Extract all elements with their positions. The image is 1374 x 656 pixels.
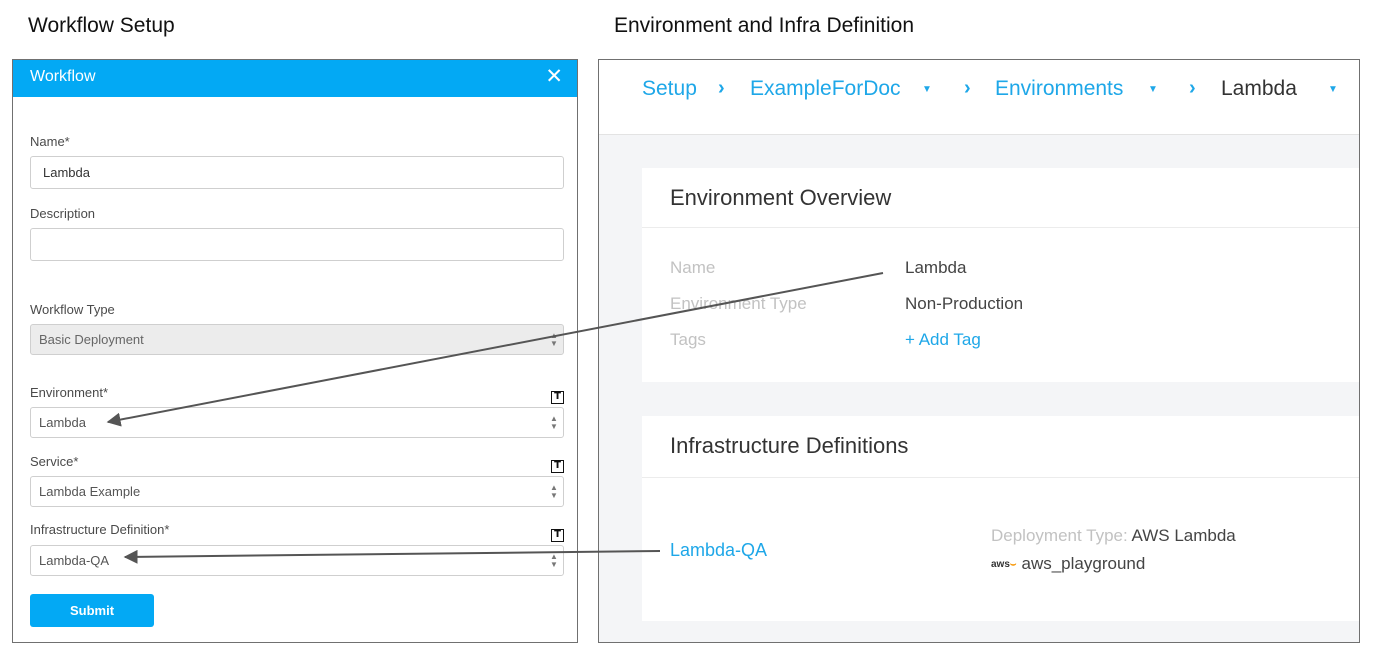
dialog-header: Workflow ✕ xyxy=(13,60,577,97)
caret-down-icon[interactable]: ▼ xyxy=(1148,84,1158,95)
environment-value: Lambda xyxy=(39,415,86,430)
breadcrumb-environments[interactable]: Environments xyxy=(995,77,1124,100)
add-tag-link[interactable]: + Add Tag xyxy=(905,330,981,349)
environment-panel: Setup › ExampleForDoc ▼ › Environments ▼… xyxy=(598,59,1360,643)
template-t-icon[interactable]: T xyxy=(551,529,564,542)
workflow-type-select: Basic Deployment ▲ ▼ xyxy=(30,324,564,355)
template-t-icon[interactable]: T xyxy=(551,460,564,473)
infra-definition-value: Lambda-QA xyxy=(39,553,110,568)
caption-environment-infra: Environment and Infra Definition xyxy=(614,14,914,37)
description-label: Description xyxy=(30,206,96,221)
service-select[interactable]: Lambda Example ▲ ▼ xyxy=(30,476,564,507)
deployment-type-label: Deployment Type: xyxy=(991,526,1128,545)
description-input[interactable] xyxy=(30,228,564,261)
divider xyxy=(642,227,1359,228)
overview-env-type-value: Non-Production xyxy=(905,294,1024,313)
overview-name-value: Lambda xyxy=(905,258,967,277)
workflow-type-label: Workflow Type xyxy=(30,302,115,317)
aws-logo-icon: aws⌣ xyxy=(991,559,1017,570)
divider xyxy=(642,477,1359,478)
close-icon[interactable]: ✕ xyxy=(545,65,563,88)
select-caret-icon: ▲ ▼ xyxy=(550,483,558,500)
chevron-right-icon: › xyxy=(964,77,971,99)
overview-tags-label: Tags xyxy=(670,330,706,349)
caret-down-icon[interactable]: ▼ xyxy=(922,84,932,95)
deployment-type-value: AWS Lambda xyxy=(1131,526,1236,545)
service-label: Service* xyxy=(30,454,79,469)
environment-overview-card: Environment Overview Name Lambda Environ… xyxy=(642,168,1359,382)
infrastructure-definitions-card: Infrastructure Definitions Lambda-QA Dep… xyxy=(642,416,1359,621)
infra-definition-select[interactable]: Lambda-QA ▲ ▼ xyxy=(30,545,564,576)
cloud-provider-name: aws_playground xyxy=(1021,554,1146,573)
chevron-right-icon: › xyxy=(1189,77,1196,99)
chevron-right-icon: › xyxy=(718,77,725,99)
service-value: Lambda Example xyxy=(39,484,141,499)
environment-label: Environment* xyxy=(30,385,109,400)
select-caret-icon: ▲ ▼ xyxy=(550,414,558,431)
name-input[interactable]: Lambda xyxy=(30,156,564,189)
submit-button[interactable]: Submit xyxy=(30,594,154,627)
breadcrumb-setup[interactable]: Setup xyxy=(642,77,697,100)
template-t-icon[interactable]: T xyxy=(551,391,564,404)
name-label: Name* xyxy=(30,134,70,149)
infra-definition-link[interactable]: Lambda-QA xyxy=(670,540,768,560)
cloud-provider: aws⌣ aws_playground xyxy=(991,554,1145,574)
caret-down-icon[interactable]: ▼ xyxy=(1328,84,1338,95)
breadcrumb: Setup › ExampleForDoc ▼ › Environments ▼… xyxy=(599,60,1359,135)
overview-name-label: Name xyxy=(670,258,716,277)
environment-overview-title: Environment Overview xyxy=(670,185,892,210)
workflow-type-value: Basic Deployment xyxy=(39,332,144,347)
infra-definition-label: Infrastructure Definition* xyxy=(30,522,170,537)
infrastructure-definitions-title: Infrastructure Definitions xyxy=(670,433,909,458)
caption-workflow-setup: Workflow Setup xyxy=(28,14,175,37)
dialog-title: Workflow xyxy=(30,68,96,85)
select-caret-icon: ▲ ▼ xyxy=(550,552,558,569)
overview-env-type-label: Environment Type xyxy=(670,294,807,313)
workflow-dialog: Workflow ✕ Name* Lambda Description Work… xyxy=(12,59,578,643)
environment-select[interactable]: Lambda ▲ ▼ xyxy=(30,407,564,438)
deployment-type: Deployment Type: AWS Lambda xyxy=(991,526,1236,546)
breadcrumb-current: Lambda xyxy=(1221,77,1297,100)
breadcrumb-application[interactable]: ExampleForDoc xyxy=(750,77,901,100)
select-caret-icon: ▲ ▼ xyxy=(550,331,558,348)
